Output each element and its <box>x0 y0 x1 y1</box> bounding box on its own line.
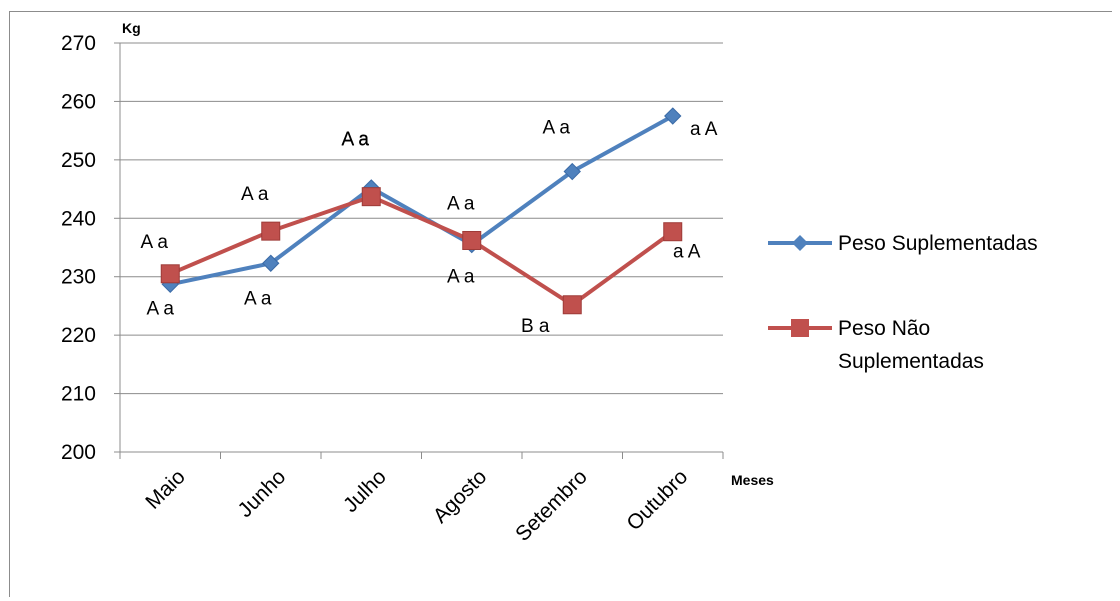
series-lines <box>161 108 682 314</box>
y-tick-label: 230 <box>61 266 96 289</box>
legend-diamond-marker <box>792 235 808 251</box>
legend-item-1: Peso Suplementadas <box>768 232 1038 255</box>
data-annotation: A a <box>147 298 175 319</box>
square-point <box>262 222 280 240</box>
legend-label: Peso Não Suplementadas <box>838 317 984 373</box>
data-annotation: A a <box>141 232 169 253</box>
square-point <box>362 188 380 206</box>
x-tick-label-junho: Junho <box>234 465 291 522</box>
square-point <box>161 265 179 283</box>
legend-square-marker <box>791 319 809 337</box>
y-tick-label: 240 <box>61 207 96 230</box>
data-annotation: A a <box>447 267 475 288</box>
grid-lines <box>120 43 723 452</box>
x-tick-label-julho: Julho <box>339 465 391 517</box>
diamond-point <box>665 108 681 124</box>
x-tick-label-outubro: Outubro <box>622 465 692 535</box>
y-tick-label: 210 <box>61 383 96 406</box>
x-tick-label-setembro: Setembro <box>511 465 592 546</box>
x-tick-label-maio: Maio <box>141 465 189 513</box>
axes: 200 210 220 230 240 250 260 270 Maio Junho Julho Ag… <box>61 32 723 546</box>
data-annotation: a A <box>690 119 718 140</box>
data-annotation: B a <box>521 316 550 337</box>
square-point <box>563 296 581 314</box>
series-2 <box>161 188 682 314</box>
legend-item-2: Peso Não Suplementadas <box>768 317 984 373</box>
y-tick-label: 270 <box>61 32 96 55</box>
x-tick-label-agosto: Agosto <box>429 465 492 528</box>
data-annotation: A a <box>241 184 269 205</box>
y-tick-label: 220 <box>61 324 96 347</box>
data-annotation: A a <box>244 288 272 309</box>
legend: Peso Suplementadas Peso Não Suplementadas <box>768 232 1038 373</box>
square-point <box>463 231 481 249</box>
square-point <box>664 223 682 241</box>
data-annotation: A a <box>447 193 475 214</box>
x-axis-label: Meses <box>731 472 774 488</box>
y-tick-label: 250 <box>61 149 96 172</box>
data-annotation: A a <box>543 118 571 139</box>
y-tick-label: 200 <box>61 441 96 464</box>
y-axis-label: Kg <box>122 20 141 36</box>
legend-label: Peso Suplementadas <box>838 232 1038 255</box>
y-tick-label: 260 <box>61 90 96 113</box>
data-annotation: A a <box>342 130 370 151</box>
data-annotation: a A <box>673 242 701 263</box>
